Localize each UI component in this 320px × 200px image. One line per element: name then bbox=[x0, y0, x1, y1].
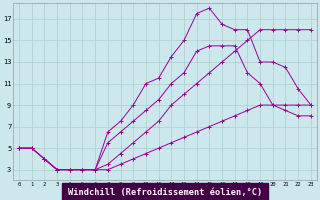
X-axis label: Windchill (Refroidissement éolien,°C): Windchill (Refroidissement éolien,°C) bbox=[68, 188, 262, 197]
